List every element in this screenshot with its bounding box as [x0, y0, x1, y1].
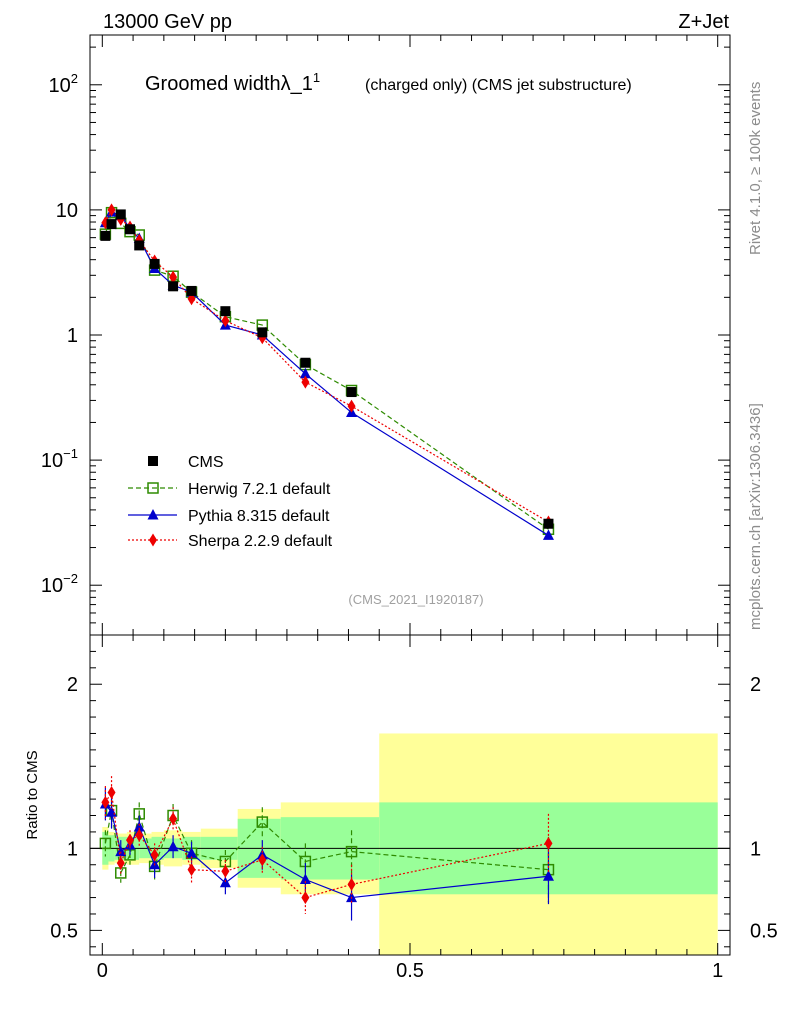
ratio-panel: 0.5 0.5 1 1 2 2 0 0.5 1 Ratio to CMS: [24, 634, 778, 982]
xtick-label: 1: [712, 960, 723, 982]
sherpa-ratio-point: [107, 786, 116, 800]
chart-title-sup: 1: [313, 70, 320, 85]
cms-point: [220, 306, 231, 317]
pythia-ratio-point: [186, 847, 198, 858]
cms-point: [115, 209, 126, 220]
xtick-label: 0.5: [396, 960, 424, 982]
legend-label-herwig: Herwig 7.2.1 default: [188, 481, 331, 498]
legend-marker-herwig: [147, 482, 159, 494]
legend-marker-pythia: [147, 509, 159, 520]
sherpa-point: [107, 203, 116, 217]
process-label: Z+Jet: [678, 11, 729, 33]
sherpa-ratio-point: [221, 864, 230, 878]
pythia-ratio-point: [299, 873, 311, 885]
legend-label-sherpa: Sherpa 2.2.9 default: [188, 533, 333, 550]
sherpa-line: [104, 208, 549, 523]
cms-point: [149, 258, 160, 269]
sherpa-ratio-point: [301, 891, 310, 905]
sherpa-ratio-point: [544, 836, 553, 850]
sherpa-ratio-point: [150, 848, 159, 862]
legend-marker-sherpa: [149, 533, 157, 547]
cms-point: [106, 219, 117, 230]
sherpa-point: [221, 314, 230, 328]
sherpa-ratio-point: [116, 856, 125, 870]
herwig-ratio-point: [256, 816, 269, 828]
legend-marker-cms: [148, 456, 158, 466]
main-ytick-label: 102: [49, 71, 78, 97]
ratio-ytick-label-right: 1: [750, 838, 761, 860]
cms-point: [100, 230, 111, 241]
chart-title-main: Groomed widthλ_1: [145, 73, 313, 95]
legend-label-pythia: Pythia 8.315 default: [188, 508, 330, 525]
ratio-ytick-label-left: 0.5: [50, 920, 78, 942]
ratio-ytick-label-left: 1: [67, 838, 78, 860]
pythia-ratio-point: [167, 840, 179, 852]
cms-point: [168, 281, 179, 292]
herwig-ratio-point: [99, 837, 112, 850]
sherpa-point: [347, 399, 356, 413]
main-ytick-label: 10: [56, 200, 78, 222]
sherpa-point: [301, 375, 310, 389]
ratio-ytick-label-right: 2: [750, 674, 761, 696]
ratio-ylabel: Ratio to CMS: [24, 750, 41, 839]
cms-point: [125, 224, 135, 235]
pythia-ratio-point: [542, 870, 554, 881]
sherpa-ratio-point: [258, 853, 267, 867]
sherpa-ratio-point: [135, 828, 144, 842]
energy-label: 13000 GeV pp: [103, 11, 232, 33]
cms-point: [134, 240, 145, 251]
pythia-ratio-point: [219, 876, 231, 888]
xtick-label: 0: [97, 960, 108, 982]
sherpa-ratio-point: [126, 833, 134, 847]
legend: CMS Herwig 7.2.1 default Pythia 8.315 defa…: [128, 454, 333, 550]
cms-point: [543, 518, 554, 529]
main-frame: [89, 34, 731, 636]
analysis-id: (CMS_2021_I1920187): [348, 592, 483, 607]
main-ytick-label: 10−2: [41, 571, 78, 597]
main-ytick-label: 10−1: [41, 446, 78, 472]
pythia-point: [299, 367, 311, 379]
cms-point: [346, 387, 357, 398]
chart-title-suffix: (charged only) (CMS jet substructure): [365, 77, 632, 94]
main-ytick-label: 1: [67, 325, 78, 347]
sherpa-ratio-point: [101, 795, 110, 809]
legend-label-cms: CMS: [188, 454, 224, 471]
ratio-ytick-label-left: 2: [67, 674, 78, 696]
pythia-ratio-point: [133, 821, 145, 832]
rivet-label: Rivet 4.1.0, ≥ 100k events: [747, 82, 764, 255]
cms-point: [186, 285, 197, 296]
ratio-ytick-label-right: 0.5: [750, 920, 778, 942]
pythia-point: [542, 529, 554, 540]
chart-title: Groomed widthλ_11: [145, 70, 320, 95]
pythia-ratio-point: [115, 845, 127, 857]
sherpa-ratio-point: [347, 877, 356, 891]
sherpa-ratio-point: [169, 812, 178, 826]
sherpa-ratio-point: [187, 863, 196, 877]
cms-point: [300, 357, 311, 368]
mcplots-label: mcplots.cern.ch [arXiv:1306.3436]: [747, 403, 764, 630]
sherpa-point: [169, 270, 178, 284]
ratio-frame: [89, 634, 731, 956]
cms-point: [257, 327, 268, 338]
herwig-ratio-point: [345, 845, 358, 858]
